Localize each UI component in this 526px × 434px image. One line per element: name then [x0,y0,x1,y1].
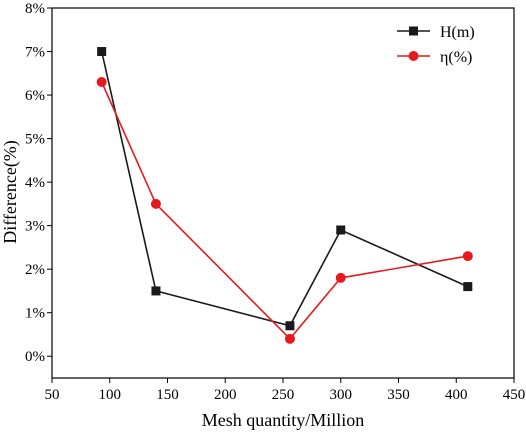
legend-item: η(%) [397,49,472,66]
series-eta [96,77,473,344]
y-tick-label: 3% [25,219,45,235]
series-layer [96,47,473,344]
series-h [97,47,473,331]
y-tick-label: 4% [25,175,45,191]
y-tick-label: 6% [25,88,45,104]
series-line [100,81,468,340]
x-tick-label: 250 [272,387,295,403]
x-tick-label: 300 [330,387,353,403]
y-tick-label: 8% [25,1,45,17]
x-tick-label: 150 [156,387,179,403]
data-point [462,251,473,262]
legend-item: H(m) [397,24,475,41]
legend: H(m) η(%) [397,24,475,66]
legend-marker [408,51,419,61]
data-point [96,77,107,87]
x-axis-title: Mesh quantity/Million [202,410,365,430]
data-point [284,333,295,344]
data-point [336,225,346,235]
data-point [463,282,473,292]
legend-label: η(%) [440,49,472,66]
x-tick-label: 450 [503,387,526,403]
data-point [151,286,161,296]
y-tick-label: 7% [25,45,45,61]
y-axis-title: Difference(%) [0,140,21,244]
x-tick-label: 350 [387,387,410,403]
legend-label: H(m) [440,24,475,41]
x-tick-label: 100 [99,387,122,403]
x-tick-label: 400 [445,387,468,403]
x-axis: 50 100 150 200 250 300 350 400 450 [45,378,526,403]
y-tick-label: 1% [25,306,45,322]
x-tick-label: 200 [214,387,237,403]
data-point [97,47,107,57]
y-tick-label: 5% [25,132,45,148]
y-axis: 0% 1% 2% 3% 4% 5% 6% 7% 8% [25,1,52,365]
data-point [150,198,161,209]
data-point [335,272,346,283]
data-point [285,321,295,331]
y-tick-label: 2% [25,262,45,278]
y-tick-label: 0% [25,349,45,365]
x-tick-label: 50 [45,387,60,403]
legend-marker [409,26,418,36]
series-line [100,51,469,327]
